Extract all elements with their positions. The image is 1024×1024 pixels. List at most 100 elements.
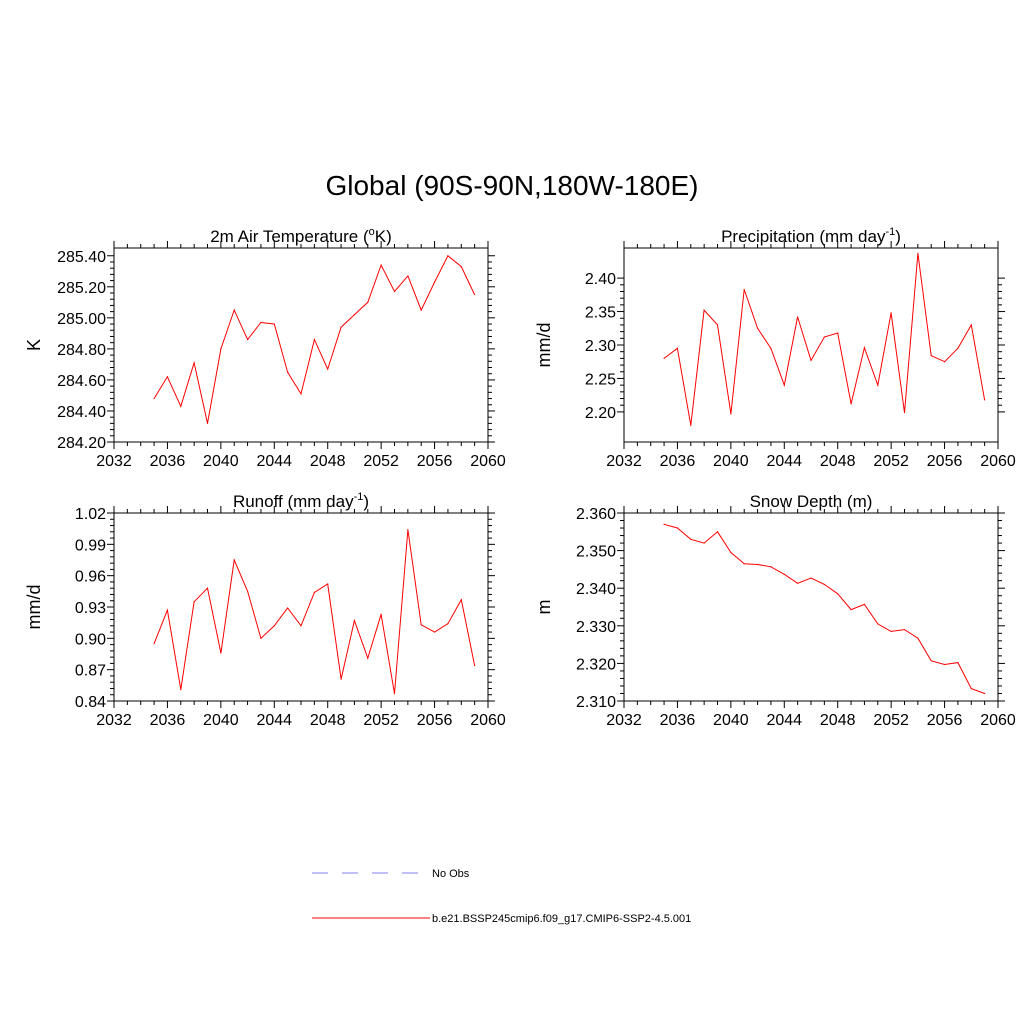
data-point-precipitation bbox=[890, 312, 892, 314]
data-point-precipitation bbox=[984, 399, 986, 401]
data-point-snow-depth bbox=[903, 628, 906, 631]
y-tick-label-precipitation: 2.30 bbox=[585, 338, 616, 355]
data-point-snow-depth bbox=[690, 538, 692, 540]
y-tick-label-precipitation: 2.35 bbox=[585, 305, 616, 322]
x-tick-label-snow-depth: 2048 bbox=[820, 712, 856, 729]
data-point-temperature bbox=[273, 323, 275, 325]
data-point-precipitation bbox=[676, 347, 679, 349]
figure-title: Global (90S-90N,180W-180E) bbox=[325, 170, 699, 201]
data-point-precipitation bbox=[770, 347, 772, 349]
data-point-runoff bbox=[340, 678, 342, 680]
x-tick-label-temperature: 2048 bbox=[310, 453, 346, 470]
data-point-snow-depth bbox=[850, 609, 852, 611]
data-point-runoff bbox=[447, 623, 449, 625]
panel-temperature: 2032 2036 2040 2044 2048 2052 2056 2060 284.20 28… bbox=[24, 226, 506, 470]
y-tick-label-temperature: 284.40 bbox=[57, 404, 106, 421]
plot-frame-snow-depth bbox=[623, 512, 999, 702]
data-point-temperature bbox=[220, 348, 222, 350]
y-tick-label-snow-depth: 2.340 bbox=[576, 581, 616, 598]
data-point-precipitation bbox=[837, 332, 839, 334]
x-tick-label-precipitation: 2036 bbox=[660, 453, 696, 470]
data-point-snow-depth bbox=[730, 551, 732, 554]
data-point-precipitation bbox=[970, 324, 972, 326]
data-point-snow-depth bbox=[877, 623, 879, 625]
data-point-runoff bbox=[220, 652, 222, 654]
data-point-snow-depth bbox=[984, 692, 986, 695]
data-point-runoff bbox=[153, 642, 155, 645]
data-point-runoff bbox=[433, 631, 436, 633]
x-tick-label-precipitation: 2060 bbox=[980, 453, 1016, 470]
data-point-precipitation bbox=[930, 355, 932, 357]
data-point-snow-depth bbox=[770, 566, 772, 568]
y-tick-label-precipitation: 2.25 bbox=[585, 371, 616, 388]
y-tick-label-temperature: 285.20 bbox=[57, 280, 106, 297]
panel-title-temperature: 2m Air Temperature (oK) bbox=[210, 226, 392, 246]
legend-label-model: b.e21.BSSP245cmip6.f09_g17.CMIP6-SSP2-4.… bbox=[432, 913, 691, 925]
data-point-runoff bbox=[300, 625, 302, 627]
y-tick-label-snow-depth: 2.330 bbox=[576, 619, 616, 636]
data-point-snow-depth bbox=[890, 630, 892, 633]
y-tick-label-runoff: 1.02 bbox=[75, 506, 106, 523]
data-point-temperature bbox=[233, 309, 235, 311]
data-point-precipitation bbox=[850, 403, 852, 405]
x-tick-label-snow-depth: 2032 bbox=[606, 712, 642, 729]
data-point-runoff bbox=[367, 657, 369, 659]
data-point-snow-depth bbox=[663, 523, 665, 525]
x-tick-label-snow-depth: 2040 bbox=[713, 712, 749, 729]
data-point-snow-depth bbox=[863, 603, 866, 605]
data-point-precipitation bbox=[943, 361, 946, 363]
x-tick-label-runoff: 2036 bbox=[150, 712, 186, 729]
x-tick-label-runoff: 2056 bbox=[417, 712, 453, 729]
data-point-temperature bbox=[367, 301, 369, 303]
data-point-precipitation bbox=[810, 359, 812, 361]
plot-frame-temperature bbox=[113, 247, 489, 443]
y-tick-label-runoff: 0.87 bbox=[75, 663, 106, 680]
data-point-temperature bbox=[474, 293, 476, 296]
y-tick-label-temperature: 284.80 bbox=[57, 342, 106, 359]
y-tick-label-runoff: 0.90 bbox=[75, 631, 106, 648]
data-point-temperature bbox=[153, 397, 155, 400]
data-point-precipitation bbox=[917, 252, 919, 254]
data-point-precipitation bbox=[783, 384, 785, 386]
data-point-snow-depth bbox=[810, 577, 812, 579]
legend-label-no-obs: No Obs bbox=[432, 868, 470, 880]
data-point-precipitation bbox=[730, 413, 732, 415]
data-point-precipitation bbox=[957, 347, 959, 349]
x-tick-label-runoff: 2040 bbox=[203, 712, 239, 729]
x-tick-label-precipitation: 2056 bbox=[927, 453, 963, 470]
data-point-snow-depth bbox=[970, 687, 972, 690]
data-point-snow-depth bbox=[756, 563, 759, 566]
panel-title-runoff: Runoff (mm day-1) bbox=[233, 491, 369, 511]
plot-frame-runoff bbox=[113, 512, 489, 702]
x-tick-label-runoff: 2048 bbox=[310, 712, 346, 729]
x-tick-label-snow-depth: 2056 bbox=[927, 712, 963, 729]
data-point-precipitation bbox=[863, 347, 866, 349]
data-point-temperature bbox=[447, 255, 449, 257]
data-point-temperature bbox=[460, 266, 462, 268]
plot-frame-precipitation bbox=[623, 247, 999, 443]
x-tick-label-precipitation: 2032 bbox=[606, 453, 642, 470]
data-point-temperature bbox=[193, 362, 195, 364]
x-tick-label-snow-depth: 2052 bbox=[873, 712, 909, 729]
y-axis-label-snow-depth: m bbox=[534, 600, 554, 615]
panel-title-snow-depth: Snow Depth (m) bbox=[750, 492, 873, 511]
data-point-snow-depth bbox=[676, 527, 679, 529]
data-point-runoff bbox=[420, 624, 422, 626]
legend: No Obs b.e21.BSSP245cmip6.f09_g17.CMIP6-… bbox=[312, 868, 691, 925]
data-point-precipitation bbox=[877, 384, 879, 386]
data-point-temperature bbox=[287, 371, 289, 373]
data-point-snow-depth bbox=[930, 660, 932, 662]
data-point-runoff bbox=[313, 591, 315, 593]
data-point-temperature bbox=[260, 321, 262, 324]
data-point-temperature bbox=[433, 281, 436, 283]
data-point-precipitation bbox=[823, 336, 825, 338]
data-point-precipitation bbox=[797, 316, 799, 318]
data-point-temperature bbox=[407, 275, 409, 277]
panel-runoff: 2032 2036 2040 2044 2048 2052 2056 2060 0.84 0.87… bbox=[24, 491, 506, 729]
y-tick-label-snow-depth: 2.320 bbox=[576, 656, 616, 673]
y-tick-label-snow-depth: 2.360 bbox=[576, 506, 616, 523]
data-point-runoff bbox=[407, 529, 409, 531]
x-tick-label-runoff: 2032 bbox=[96, 712, 132, 729]
y-tick-label-temperature: 285.40 bbox=[57, 249, 106, 266]
x-tick-label-snow-depth: 2060 bbox=[980, 712, 1016, 729]
